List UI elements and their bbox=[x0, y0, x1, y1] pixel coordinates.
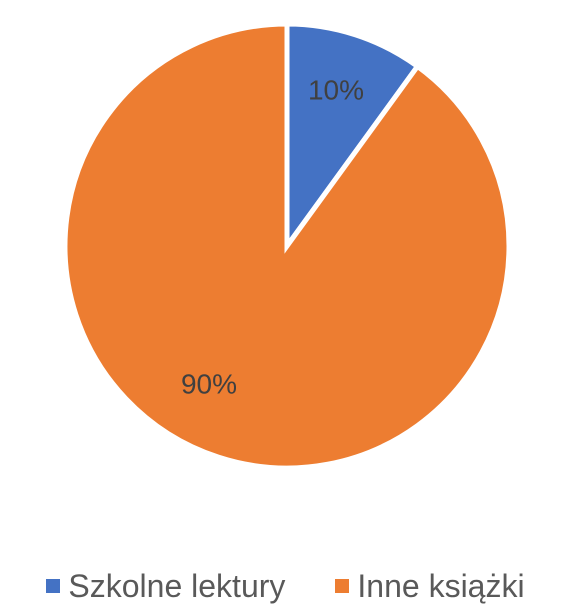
pie-slice-inne-ksiazki bbox=[62, 21, 512, 471]
legend-label-inne-ksiazki: Inne książki bbox=[357, 567, 525, 604]
pie-slice-szkolne-lektury bbox=[284, 21, 421, 254]
legend-item-szkolne-lektury: Szkolne lektury bbox=[46, 568, 285, 605]
data-label-szkolne-lektury: 10% bbox=[308, 74, 364, 105]
data-label-inne-ksiazki: 90% bbox=[181, 368, 237, 399]
legend: Szkolne lektury Inne książki bbox=[0, 566, 571, 606]
legend-item-inne-ksiazki: Inne książki bbox=[335, 567, 525, 605]
legend-swatch-inne-ksiazki bbox=[335, 579, 350, 593]
legend-swatch-szkolne-lektury bbox=[46, 579, 61, 593]
legend-label-szkolne-lektury: Szkolne lektury bbox=[68, 567, 286, 604]
pie-chart: 10% 90% bbox=[62, 21, 512, 471]
